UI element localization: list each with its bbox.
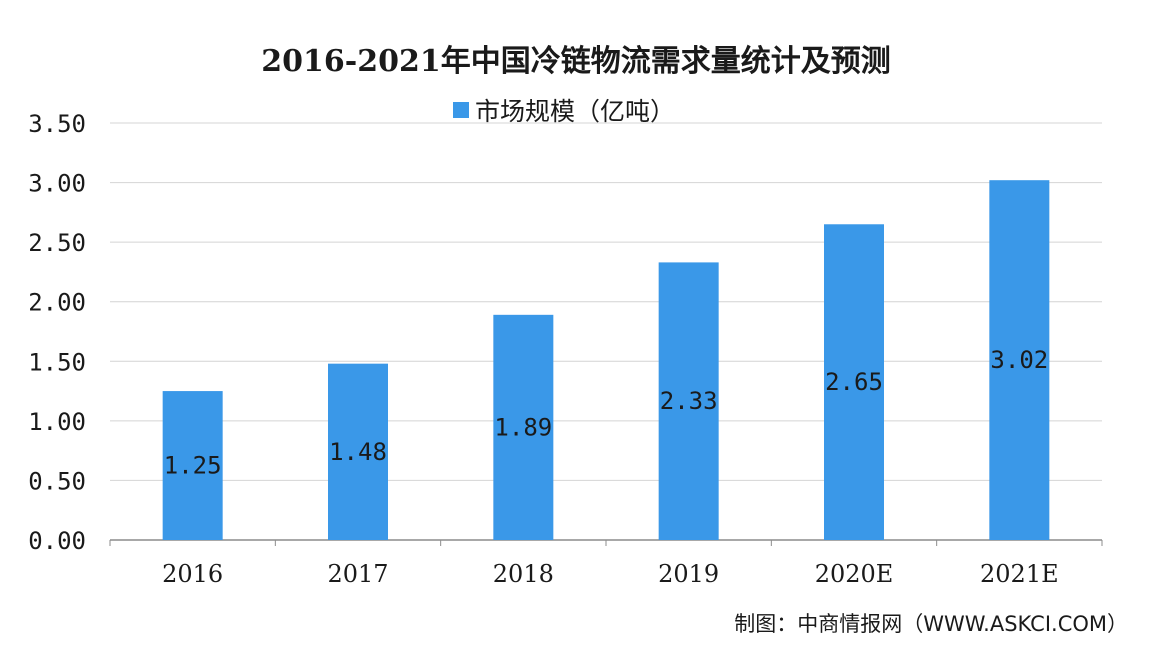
x-tick-label: 2019 — [658, 560, 719, 588]
data-label: 1.25 — [164, 452, 222, 480]
bar — [658, 262, 719, 540]
x-tick-label: 2017 — [327, 560, 388, 588]
bar — [989, 180, 1050, 540]
data-label: 2.33 — [660, 387, 718, 415]
x-tick-label: 2020E — [815, 560, 894, 588]
legend-swatch — [453, 102, 469, 118]
y-tick-label: 1.00 — [28, 408, 86, 436]
bar — [824, 224, 884, 540]
bar — [493, 314, 554, 540]
y-tick-label: 2.50 — [28, 229, 86, 257]
y-tick-label: 3.00 — [28, 170, 86, 198]
legend: 市场规模（亿吨） — [453, 92, 675, 128]
bar — [162, 391, 223, 540]
legend-label: 市场规模（亿吨） — [475, 97, 676, 126]
chart-title: 2016-2021年中国冷链物流需求量统计及预测 — [261, 44, 891, 79]
x-tick-label: 2021E — [980, 560, 1059, 588]
y-tick-label: 1.50 — [28, 348, 86, 376]
bar — [328, 363, 388, 540]
x-tick-label: 2016 — [162, 560, 223, 588]
data-label: 3.02 — [990, 346, 1048, 374]
y-tick-label: 3.50 — [28, 110, 86, 138]
source-credit: 制图：中商情报网（WWW.ASKCI.COM） — [734, 612, 1128, 636]
data-label: 1.89 — [494, 413, 552, 441]
x-tick-label: 2018 — [493, 560, 554, 588]
y-tick-label: 2.00 — [28, 289, 86, 317]
y-tick-label: 0.00 — [28, 527, 86, 555]
data-label: 1.48 — [329, 438, 387, 466]
y-tick-label: 0.50 — [28, 467, 86, 495]
data-label: 2.65 — [825, 368, 883, 396]
